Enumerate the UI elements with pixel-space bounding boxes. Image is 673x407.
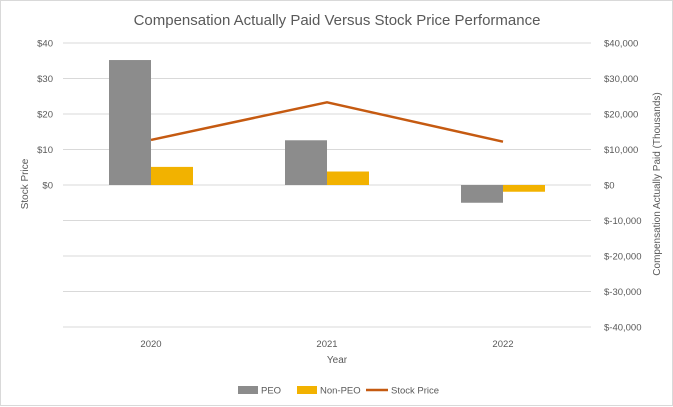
bar-group bbox=[109, 60, 545, 203]
left-tick-label: $20 bbox=[37, 110, 53, 121]
left-tick-label: $40 bbox=[37, 39, 53, 50]
legend-label-peo: PEO bbox=[261, 386, 281, 397]
right-tick-label: $40,000 bbox=[604, 39, 638, 50]
left-axis-ticks: $40 $30 $20 $10 $0 bbox=[37, 39, 53, 192]
x-tick-label: 2022 bbox=[492, 339, 513, 350]
legend-swatch-non-peo bbox=[297, 386, 317, 394]
left-tick-label: $0 bbox=[42, 181, 53, 192]
right-axis-label: Compensation Actually Paid (Thousands) bbox=[652, 92, 663, 275]
chart-title: Compensation Actually Paid Versus Stock … bbox=[134, 12, 541, 29]
x-axis-ticks: 2020 2021 2022 bbox=[140, 339, 513, 350]
right-tick-label: $-10,000 bbox=[604, 216, 642, 227]
right-tick-label: $10,000 bbox=[604, 145, 638, 156]
right-tick-label: $-30,000 bbox=[604, 287, 642, 298]
x-tick-label: 2021 bbox=[316, 339, 337, 350]
bar-non-peo-2020 bbox=[151, 166, 193, 185]
right-axis-ticks: $40,000 $30,000 $20,000 $10,000 $0 $-10,000 $-… bbox=[604, 39, 642, 334]
legend-swatch-peo bbox=[238, 386, 258, 394]
right-tick-label: $-20,000 bbox=[604, 252, 642, 263]
right-tick-label: $0 bbox=[604, 181, 615, 192]
x-tick-label: 2020 bbox=[140, 339, 161, 350]
left-tick-label: $10 bbox=[37, 145, 53, 156]
right-tick-label: $30,000 bbox=[604, 74, 638, 85]
left-tick-label: $30 bbox=[37, 74, 53, 85]
bar-peo-2021 bbox=[285, 140, 327, 185]
bar-non-peo-2021 bbox=[327, 171, 369, 185]
left-axis-label: Stock Price bbox=[20, 158, 31, 209]
right-tick-label: $-40,000 bbox=[604, 323, 642, 334]
bar-non-peo-2022 bbox=[503, 185, 545, 192]
bar-peo-2020 bbox=[109, 60, 151, 185]
bar-peo-2022 bbox=[461, 185, 503, 203]
legend: PEO Non-PEO Stock Price bbox=[238, 386, 439, 397]
line-stock-price bbox=[150, 101, 504, 143]
legend-label-stock-price: Stock Price bbox=[391, 386, 439, 397]
right-tick-label: $20,000 bbox=[604, 110, 638, 121]
legend-label-non-peo: Non-PEO bbox=[320, 386, 361, 397]
line-group bbox=[150, 101, 504, 143]
x-axis-label: Year bbox=[327, 355, 348, 366]
